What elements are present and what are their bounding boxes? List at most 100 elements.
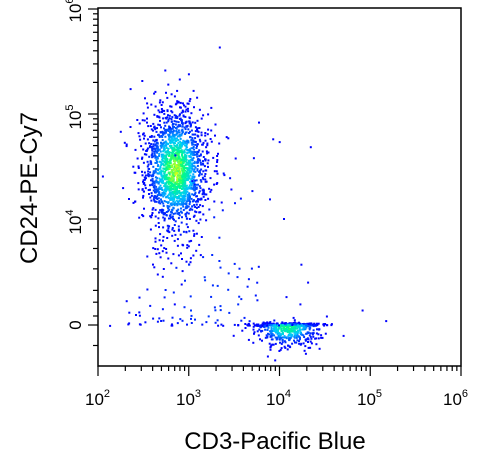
event-dot — [222, 172, 225, 175]
event-dot — [170, 198, 173, 201]
event-dot — [170, 127, 173, 130]
svg-text:105: 105 — [64, 104, 85, 129]
event-dot — [309, 322, 312, 325]
event-dot — [164, 185, 167, 188]
event-dot — [299, 337, 301, 340]
event-dot — [272, 138, 275, 141]
event-dot — [184, 181, 187, 184]
event-dot — [180, 203, 183, 206]
event-dot — [164, 167, 167, 170]
event-dot — [161, 192, 164, 195]
event-dot — [192, 175, 195, 178]
event-dot — [182, 244, 185, 247]
event-dot — [154, 161, 157, 164]
event-dot — [202, 256, 205, 259]
event-dot — [161, 136, 164, 138]
event-dot — [205, 180, 208, 183]
event-dot — [159, 256, 162, 259]
event-dot — [180, 150, 183, 152]
event-dot — [218, 46, 221, 49]
event-dot — [159, 209, 162, 212]
event-dot — [191, 167, 194, 170]
event-dot — [290, 328, 293, 331]
event-dot — [168, 141, 171, 144]
event-dot — [156, 180, 159, 183]
event-dot — [165, 158, 168, 161]
event-dot — [187, 178, 190, 180]
event-dot — [189, 167, 192, 170]
event-dot — [304, 339, 307, 342]
event-dot — [198, 243, 201, 246]
event-dot — [268, 333, 271, 336]
event-dot — [189, 200, 191, 203]
event-dot — [154, 180, 157, 183]
event-dot — [184, 115, 187, 118]
event-dot — [162, 213, 165, 216]
event-dot — [197, 157, 200, 160]
event-dot — [200, 168, 203, 171]
event-dot — [190, 152, 193, 155]
event-dot — [244, 327, 247, 329]
event-dot — [185, 144, 188, 146]
event-dot — [196, 128, 198, 131]
event-dot — [148, 142, 151, 145]
event-dot — [184, 176, 187, 178]
event-dot — [196, 168, 199, 171]
event-dot — [148, 155, 151, 158]
event-dot — [163, 131, 165, 134]
event-dot — [170, 216, 173, 219]
event-dot — [188, 184, 191, 187]
event-dot — [175, 195, 178, 198]
event-dot — [159, 187, 162, 190]
event-dot — [146, 255, 149, 258]
event-dot — [167, 83, 170, 86]
event-dot — [195, 195, 198, 198]
event-dot — [187, 141, 190, 144]
event-dot — [141, 157, 143, 160]
event-dot — [193, 233, 196, 236]
event-dot — [153, 125, 156, 128]
event-dot — [278, 338, 281, 341]
event-dot — [177, 225, 180, 228]
event-dot — [283, 345, 286, 348]
event-dot — [183, 156, 186, 159]
event-dot — [191, 200, 194, 203]
event-dot — [193, 106, 195, 109]
event-dot — [173, 120, 176, 123]
event-dot — [161, 158, 164, 161]
event-dot — [194, 151, 197, 154]
event-dot — [151, 180, 154, 182]
event-dot — [158, 136, 161, 138]
event-dot — [181, 181, 184, 184]
event-dot — [310, 337, 313, 340]
event-dot — [160, 181, 163, 184]
event-dot — [190, 170, 193, 173]
event-dot — [157, 217, 160, 220]
event-dot — [146, 148, 149, 151]
event-dot — [151, 152, 154, 155]
event-dot — [168, 134, 171, 136]
event-dot — [160, 173, 163, 176]
event-dot — [188, 218, 191, 220]
event-dot — [142, 196, 144, 199]
event-dot — [180, 191, 183, 194]
event-dot — [137, 132, 140, 135]
event-dot — [168, 162, 171, 164]
event-dot — [300, 333, 303, 336]
event-dot — [176, 178, 179, 181]
event-dot — [167, 138, 170, 141]
event-dot — [194, 191, 197, 194]
event-dot — [181, 202, 184, 205]
event-dot — [156, 151, 159, 154]
event-dot — [312, 329, 315, 332]
event-dot — [197, 206, 200, 208]
event-dot — [185, 156, 188, 159]
event-dot — [162, 202, 165, 205]
event-dot — [125, 143, 128, 146]
event-dot — [152, 207, 155, 210]
event-dot — [248, 324, 251, 327]
event-dot — [134, 148, 137, 151]
event-dot — [309, 346, 312, 349]
event-dot — [315, 332, 318, 335]
event-dot — [159, 178, 162, 181]
